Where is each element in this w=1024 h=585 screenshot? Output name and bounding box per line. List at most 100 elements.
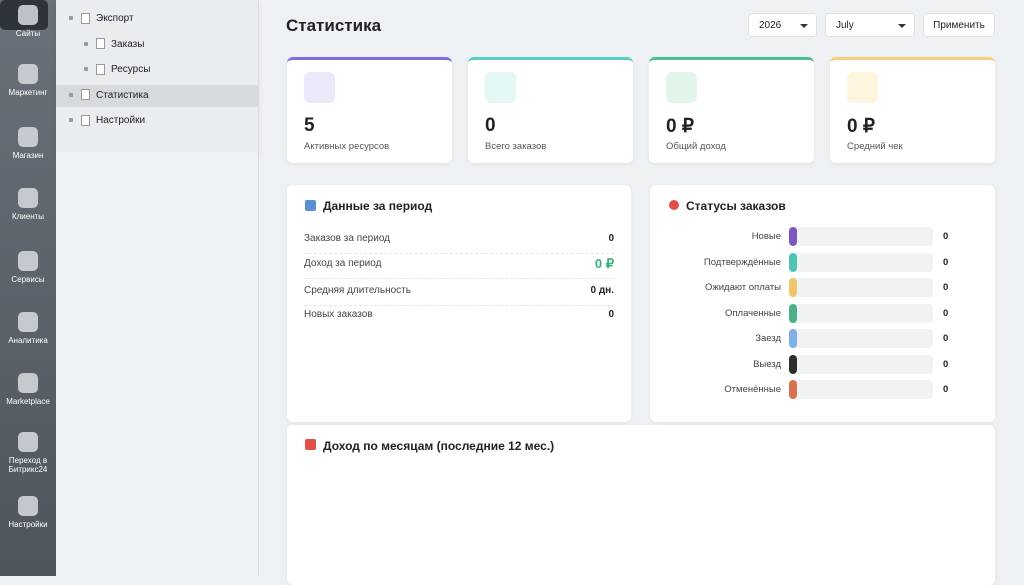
status-track xyxy=(789,278,933,297)
revenue-icon xyxy=(305,439,316,450)
revenue-card: Доход по месяцам (последние 12 мес.) xyxy=(287,425,995,585)
doc-icon xyxy=(96,63,105,75)
sidebar-label: Настройки xyxy=(8,520,48,529)
status-label: Отменённые xyxy=(724,384,781,395)
bullet xyxy=(69,92,73,97)
status-track xyxy=(789,380,933,399)
sidebar-label: Переход в Битрикс24 xyxy=(8,456,48,474)
status-label: Оплаченные xyxy=(725,307,781,319)
sidebar-item[interactable]: Клиенты xyxy=(0,188,56,221)
bullet xyxy=(84,67,88,72)
sidebar-icon xyxy=(18,251,38,271)
sidebar-item[interactable]: Настройки xyxy=(0,496,56,529)
kpi-icon xyxy=(847,72,878,103)
kpi-card: 0 ₽ Средний чек xyxy=(830,57,995,163)
sidebar-item[interactable]: Marketplace xyxy=(0,373,56,406)
sidebar-item[interactable]: Магазин xyxy=(0,127,56,160)
tree-item[interactable]: Экспорт xyxy=(56,8,258,30)
sidebar-item[interactable]: Маркетинг xyxy=(0,64,56,97)
kpi-card: 5 Активных ресурсов xyxy=(287,57,452,163)
status-pill xyxy=(789,329,797,348)
status-pill xyxy=(789,303,797,323)
revenue-title: Доход по месяцам (последние 12 мес.) xyxy=(323,439,555,453)
status-value: 0 xyxy=(943,333,949,344)
status-track xyxy=(789,329,933,348)
period-value: 0 xyxy=(608,233,614,244)
period-value: 0 ₽ xyxy=(594,256,614,271)
month-select[interactable]: July xyxy=(825,13,915,37)
period-row: Заказов за период 0 xyxy=(304,231,614,254)
status-pill xyxy=(789,354,797,374)
tree-item[interactable]: Настройки xyxy=(56,110,258,132)
tree-panel: Экспорт Заказы Ресурсы Статистика Настройки xyxy=(56,0,259,152)
status-track xyxy=(789,354,933,374)
tree-item[interactable]: Статистика xyxy=(56,84,258,107)
period-label: Заказов за период xyxy=(304,233,390,244)
tree-label: Экспорт xyxy=(96,13,134,24)
kpi-label: Активных ресурсов xyxy=(304,141,390,152)
status-value: 0 xyxy=(943,231,949,242)
status-label: Ожидают оплаты xyxy=(704,282,781,293)
kpi-label: Средний чек xyxy=(847,141,903,152)
kpi-icon xyxy=(304,72,335,103)
sidebar-label: Аналитика xyxy=(8,336,48,345)
status-value: 0 xyxy=(943,307,949,319)
status-track xyxy=(789,227,933,246)
sidebar-label: Клиенты xyxy=(11,212,45,221)
period-value: 0 xyxy=(608,309,614,320)
bullet xyxy=(84,41,88,46)
status-value: 0 xyxy=(943,358,949,370)
sidebar-item[interactable]: Переход в Битрикс24 xyxy=(0,432,56,474)
sidebar-icon xyxy=(18,5,38,25)
sidebar-icon xyxy=(18,127,38,147)
status-track xyxy=(789,252,933,272)
period-row: Новых заказов 0 xyxy=(304,307,614,329)
sidebar-icon xyxy=(18,188,38,208)
status-value: 0 xyxy=(943,256,949,268)
tree-label: Настройки xyxy=(96,115,146,126)
doc-icon xyxy=(81,12,90,24)
status-label: Новые xyxy=(751,231,781,242)
app-sidebar: Сайты Маркетинг Магазин Клиенты Сервисы Анали… xyxy=(0,0,56,576)
period-label: Доход за период xyxy=(304,258,382,269)
status-pill xyxy=(789,278,797,297)
status-pill xyxy=(789,380,797,399)
sidebar-icon xyxy=(18,373,38,393)
status-track xyxy=(789,303,933,323)
sidebar-icon xyxy=(18,312,38,332)
status-title: Статусы заказов xyxy=(686,199,786,213)
status-card: Статусы заказов Новые 0 Подтверждённые 0 Ожид… xyxy=(650,185,995,422)
year-select[interactable]: 2026 xyxy=(748,13,817,37)
tree-item[interactable]: Заказы xyxy=(56,34,258,56)
sidebar-label: Сайты xyxy=(15,29,41,38)
main: Статистика 2026 July Применить 5 Активных… xyxy=(258,0,1024,585)
sidebar-label: Маркетинг xyxy=(8,88,48,97)
kpi-card: 0 ₽ Общий доход xyxy=(649,57,814,163)
sidebar-item[interactable]: Сервисы xyxy=(0,251,56,284)
period-label: Средняя длительность xyxy=(304,285,411,296)
tree-label: Заказы xyxy=(111,38,145,50)
kpi-value: 0 ₽ xyxy=(847,116,875,137)
sidebar-label: Магазин xyxy=(12,151,44,160)
bullet xyxy=(69,118,73,123)
status-value: 0 xyxy=(943,384,949,395)
bullet xyxy=(69,16,73,21)
kpi-icon xyxy=(485,72,516,103)
apply-button[interactable]: Применить xyxy=(923,13,995,37)
sidebar-item[interactable]: Сайты xyxy=(0,5,56,38)
status-icon xyxy=(669,200,679,210)
kpi-value: 5 xyxy=(304,115,315,136)
kpi-card: 0 Всего заказов xyxy=(468,57,633,163)
kpi-icon xyxy=(666,72,697,103)
period-row: Доход за период 0 ₽ xyxy=(304,256,614,279)
sidebar-item[interactable]: Аналитика xyxy=(0,312,56,345)
period-value: 0 дн. xyxy=(590,285,614,296)
tree-item[interactable]: Ресурсы xyxy=(56,59,258,81)
sidebar-icon xyxy=(18,64,38,84)
doc-icon xyxy=(81,89,90,101)
tree-label: Ресурсы xyxy=(111,64,151,75)
sidebar-icon xyxy=(18,496,38,516)
status-label: Заезд xyxy=(755,333,781,344)
doc-icon xyxy=(96,38,105,50)
